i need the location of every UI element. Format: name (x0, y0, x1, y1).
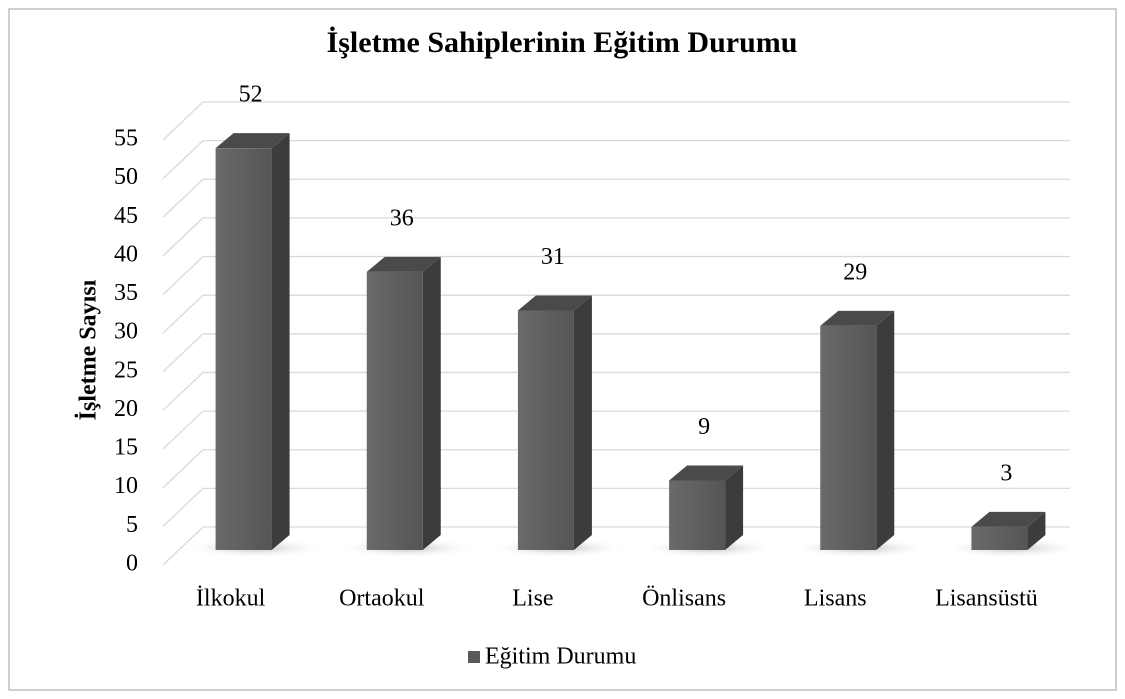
y-tick-label: 15 (114, 435, 138, 461)
data-label: 9 (698, 414, 710, 440)
bar (215, 148, 272, 550)
legend-label: Eğitim Durumu (485, 644, 636, 670)
chart-title: İşletme Sahiplerinin Eğitim Durumu (327, 26, 798, 59)
grid-line (162, 255, 1070, 296)
bar (366, 271, 423, 550)
bar-top (215, 133, 290, 149)
y-tick-label: 30 (114, 319, 138, 345)
y-tick-label: 0 (126, 551, 138, 577)
y-tick-label: 35 (114, 280, 138, 306)
y-tick-label: 50 (114, 164, 138, 190)
y-tick-label: 45 (114, 203, 138, 229)
y-tick-label: 25 (114, 357, 138, 383)
y-tick-label: 20 (114, 396, 138, 422)
bar (517, 310, 574, 550)
bar (820, 325, 877, 550)
bar-top (669, 465, 744, 481)
x-tick-label: Lise (512, 586, 553, 612)
grid-line (162, 371, 1070, 411)
grid-line (162, 487, 1070, 527)
x-tick-label: Ortaokul (339, 586, 425, 612)
bar-top (820, 310, 895, 326)
x-tick-label: Önlisans (642, 586, 726, 612)
data-label: 36 (390, 205, 414, 231)
grid-line (162, 410, 1070, 450)
grid-line (162, 333, 1070, 373)
bar-side (876, 310, 895, 550)
grid-line (162, 139, 1070, 180)
bar-side (725, 465, 744, 550)
data-label: 52 (239, 82, 263, 108)
bar-side (573, 295, 592, 550)
bar-side (271, 133, 290, 550)
y-axis-label: İşletme Sayısı (76, 279, 102, 420)
data-label: 29 (843, 259, 867, 285)
grid-line (162, 526, 1070, 566)
bar-side (422, 256, 441, 550)
x-tick-label: Lisans (804, 586, 867, 612)
y-tick-label: 10 (114, 473, 138, 499)
y-tick-label: 40 (114, 241, 138, 267)
grid-line (162, 101, 1070, 141)
x-tick-label: Lisansüstü (935, 586, 1038, 612)
y-tick-label: 5 (126, 512, 138, 538)
y-tick-label: 55 (114, 126, 138, 152)
grid-line (162, 449, 1070, 489)
grid-line (162, 217, 1070, 257)
legend-swatch (468, 651, 480, 663)
bar-top (366, 256, 441, 272)
bar-top (517, 295, 592, 311)
x-tick-label: İlkokul (196, 586, 266, 612)
grid-line (162, 178, 1070, 218)
bar (669, 480, 726, 550)
bar-top (971, 511, 1046, 527)
grid-line (162, 294, 1070, 334)
bar-side (1027, 511, 1046, 550)
bar (971, 526, 1028, 550)
data-label: 31 (541, 244, 565, 270)
data-label: 3 (1000, 460, 1012, 486)
